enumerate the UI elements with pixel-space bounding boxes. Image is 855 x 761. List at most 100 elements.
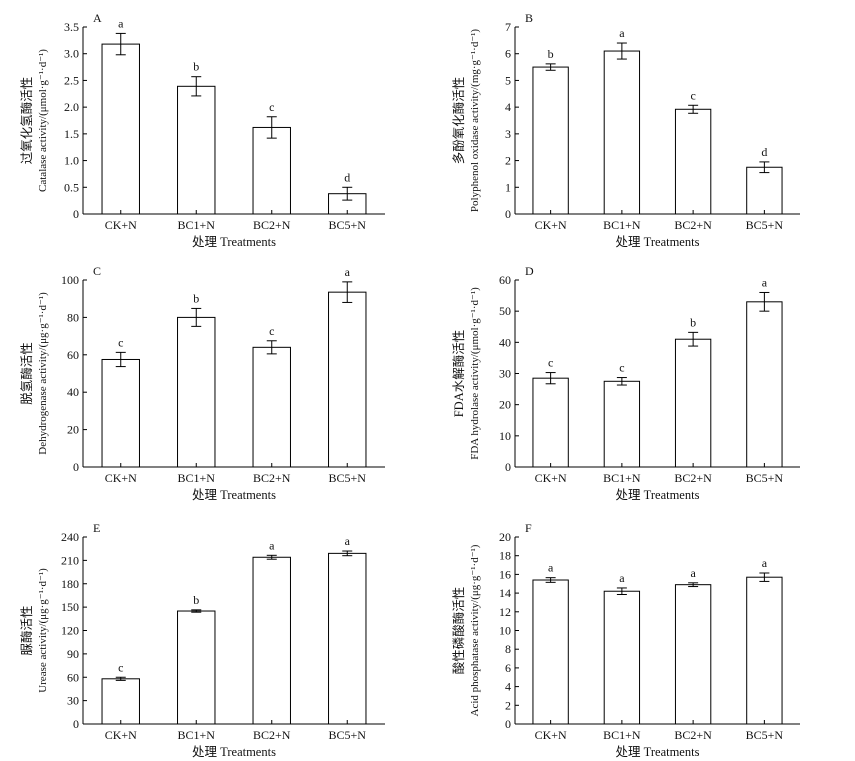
y-tick-label: 50: [499, 304, 511, 318]
x-tick-label: CK+N: [535, 218, 567, 232]
y-tick-label: 0: [73, 460, 79, 474]
significance-letter: a: [619, 571, 625, 585]
bar-bc1-n: [603, 380, 641, 468]
x-tick-label: BC2+N: [674, 471, 712, 485]
x-axis-title: 处理 Treatments: [192, 745, 276, 759]
y-tick-label: 2.5: [64, 73, 79, 87]
significance-letter: a: [762, 275, 768, 289]
y-axis-title-en: FDA hydrolase activity/(μmol·g⁻¹·d⁻¹): [469, 287, 481, 460]
y-axis-title-en: Acid phosphatase activity/(μg·g⁻¹·d⁻¹): [469, 544, 481, 716]
significance-letter: b: [193, 60, 199, 74]
x-tick-label: CK+N: [105, 728, 137, 742]
bar-bc1-n: [603, 590, 641, 725]
panel-label: E: [93, 521, 100, 535]
x-tick-label: BC5+N: [329, 471, 367, 485]
y-tick-label: 100: [61, 273, 79, 287]
significance-letter: a: [269, 538, 275, 552]
x-axis-title: 处理 Treatments: [616, 488, 700, 502]
bar-ck-n: [532, 377, 569, 468]
y-tick-label: 0: [505, 717, 511, 731]
y-axis-title-cn: 过氧化氢酶活性: [19, 77, 34, 165]
significance-letter: d: [761, 145, 767, 159]
y-tick-label: 1.0: [64, 154, 79, 168]
x-tick-label: BC5+N: [746, 218, 784, 232]
y-tick-label: 6: [505, 661, 511, 675]
chart-panel-c: 0 20 40 60 80 100 Cc CK+N b BC1+N c BC2+N a BC5+N 处理 T…: [19, 264, 385, 502]
x-axis-title: 处理 Treatments: [616, 235, 700, 249]
x-axis-title: 处理 Treatments: [192, 235, 276, 249]
bar-ck-n: [101, 43, 140, 215]
y-tick-label: 2: [505, 698, 511, 712]
significance-letter: d: [344, 170, 350, 184]
significance-letter: b: [548, 47, 554, 61]
bar-bc2-n: [674, 108, 712, 215]
y-tick-label: 120: [61, 624, 79, 638]
bar-bc2-n: [252, 346, 291, 468]
y-axis-title-cn: FDA水解酶活性: [451, 330, 466, 418]
bar-bc5-n: [328, 552, 367, 725]
bar-bc5-n: [328, 291, 367, 468]
y-tick-label: 3.0: [64, 47, 79, 61]
chart-panel-d: 0 10 20 30 40 50 60 Dc CK+N c BC1+N b BC2+N a BC5+N 处理 …: [451, 264, 800, 502]
y-tick-label: 18: [499, 549, 511, 563]
significance-letter: a: [118, 16, 124, 30]
y-axis-title-cn: 脱氢酶活性: [19, 342, 34, 405]
significance-letter: c: [118, 335, 123, 349]
y-tick-label: 7: [505, 20, 511, 34]
significance-letter: c: [690, 88, 695, 102]
y-tick-label: 210: [61, 553, 79, 567]
x-tick-label: BC1+N: [178, 728, 216, 742]
significance-letter: c: [118, 660, 123, 674]
y-tick-label: 14: [499, 586, 511, 600]
y-tick-label: 20: [499, 530, 511, 544]
y-tick-label: 12: [499, 605, 511, 619]
x-tick-label: BC1+N: [178, 471, 216, 485]
y-tick-label: 30: [499, 367, 511, 381]
y-tick-label: 0: [73, 717, 79, 731]
y-tick-label: 2: [505, 154, 511, 168]
x-tick-label: CK+N: [535, 728, 567, 742]
y-tick-label: 0: [505, 460, 511, 474]
y-tick-label: 1: [505, 180, 511, 194]
x-tick-label: BC1+N: [603, 218, 641, 232]
y-tick-label: 8: [505, 642, 511, 656]
x-tick-label: BC5+N: [746, 471, 784, 485]
x-tick-label: BC1+N: [603, 471, 641, 485]
y-tick-label: 60: [499, 273, 511, 287]
y-axis-title-en: Urease activity/(μg·g⁻¹·d⁻¹): [37, 568, 49, 693]
significance-letter: a: [619, 26, 625, 40]
significance-letter: a: [345, 534, 351, 548]
x-tick-label: BC2+N: [253, 471, 291, 485]
y-tick-label: 6: [505, 47, 511, 61]
significance-letter: b: [193, 593, 199, 607]
bar-bc1-n: [177, 610, 216, 725]
y-tick-label: 4: [505, 680, 511, 694]
x-tick-label: BC2+N: [253, 728, 291, 742]
x-tick-label: BC2+N: [253, 218, 291, 232]
panel-label: D: [525, 264, 534, 278]
x-tick-label: BC1+N: [178, 218, 216, 232]
y-tick-label: 40: [499, 335, 511, 349]
bar-bc5-n: [746, 576, 783, 725]
y-axis-title-cn: 酸性磷酸酶活性: [451, 587, 466, 675]
chart-panel-b: 0 1 2 3 4 5 6 7Bb CK+N a BC1+N c BC2+N d BC5+N 处理 Treat…: [451, 11, 800, 249]
panel-label: F: [525, 521, 532, 535]
y-tick-label: 3.5: [64, 20, 79, 34]
y-tick-label: 20: [499, 398, 511, 412]
y-tick-label: 0: [505, 207, 511, 221]
chart-panel-f: 0 2 4 6 8 10 12 14 16 18 20 Fa CK+N a BC1+N a BC2+N a BC5+…: [451, 521, 800, 759]
bar-ck-n: [532, 66, 569, 215]
bar-ck-n: [101, 678, 140, 725]
y-tick-label: 5: [505, 73, 511, 87]
significance-letter: a: [345, 265, 351, 279]
significance-letter: b: [690, 315, 696, 329]
x-tick-label: CK+N: [535, 471, 567, 485]
significance-letter: a: [762, 556, 768, 570]
x-tick-label: BC5+N: [329, 218, 367, 232]
y-tick-label: 1.5: [64, 127, 79, 141]
x-tick-label: BC5+N: [329, 728, 367, 742]
x-tick-label: BC2+N: [674, 728, 712, 742]
y-tick-label: 3: [505, 127, 511, 141]
y-tick-label: 2.0: [64, 100, 79, 114]
